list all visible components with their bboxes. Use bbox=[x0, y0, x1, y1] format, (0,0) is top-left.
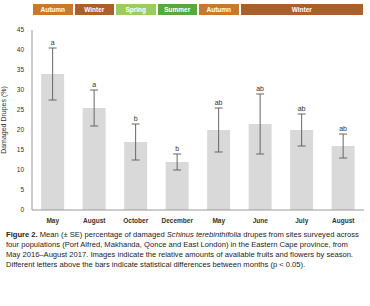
html-text:Summer: Summer bbox=[164, 6, 191, 13]
html-text:Winter: Winter bbox=[84, 6, 105, 13]
svg-text:40: 40 bbox=[17, 46, 25, 53]
svg-text:August: August bbox=[332, 217, 355, 225]
svg-text:August: August bbox=[83, 217, 106, 225]
html-text:Spring: Spring bbox=[125, 6, 146, 13]
svg-text:ab: ab bbox=[215, 99, 223, 106]
svg-text:0: 0 bbox=[20, 206, 24, 213]
svg-text:May: May bbox=[212, 217, 225, 225]
svg-text:June: June bbox=[253, 217, 269, 224]
svg-text:ab: ab bbox=[298, 105, 306, 112]
svg-text:20: 20 bbox=[17, 126, 25, 133]
svg-text:December: December bbox=[162, 217, 194, 224]
html-text:Autumn: Autumn bbox=[40, 6, 65, 13]
svg-text:b: b bbox=[175, 145, 179, 152]
svg-text:b: b bbox=[134, 115, 138, 122]
svg-text:ab: ab bbox=[256, 85, 264, 92]
html-text:Winter: Winter bbox=[291, 6, 312, 13]
svg-text:Damaged Drupes (%): Damaged Drupes (%) bbox=[0, 86, 8, 154]
svg-text:a: a bbox=[92, 81, 96, 88]
svg-text:a: a bbox=[51, 39, 55, 46]
svg-text:10: 10 bbox=[17, 166, 25, 173]
html-text:Figure 2. Mean (± SE) percenta: Figure 2. Mean (± SE) percentage of dama… bbox=[6, 230, 359, 269]
svg-text:October: October bbox=[123, 217, 148, 224]
svg-text:ab: ab bbox=[339, 125, 347, 132]
svg-text:35: 35 bbox=[17, 66, 25, 73]
html-text:Autumn: Autumn bbox=[206, 6, 231, 13]
svg-text:25: 25 bbox=[17, 106, 25, 113]
svg-text:15: 15 bbox=[17, 146, 25, 153]
svg-text:July: July bbox=[295, 217, 308, 225]
svg-text:May: May bbox=[46, 217, 59, 225]
svg-text:30: 30 bbox=[17, 86, 25, 93]
svg-text:5: 5 bbox=[20, 186, 24, 193]
svg-text:45: 45 bbox=[17, 26, 25, 33]
